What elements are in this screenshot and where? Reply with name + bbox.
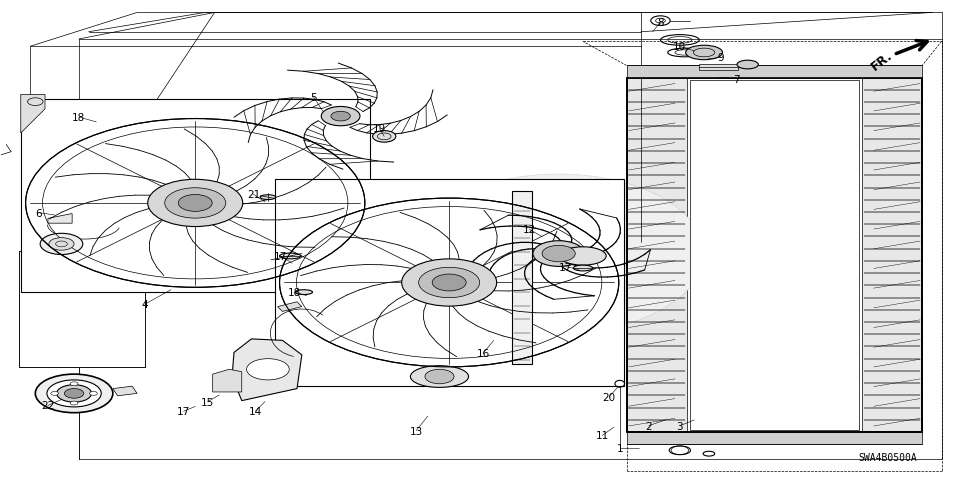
Circle shape xyxy=(64,389,84,398)
Bar xyxy=(20,100,369,292)
Circle shape xyxy=(70,382,78,386)
Circle shape xyxy=(56,385,91,402)
Circle shape xyxy=(40,234,83,255)
Polygon shape xyxy=(48,214,72,224)
Text: 6: 6 xyxy=(35,208,42,218)
Ellipse shape xyxy=(295,290,313,295)
Circle shape xyxy=(372,131,396,143)
Circle shape xyxy=(47,380,101,407)
Circle shape xyxy=(419,268,480,298)
Bar xyxy=(275,180,624,386)
Ellipse shape xyxy=(573,266,593,272)
Circle shape xyxy=(35,374,113,413)
Circle shape xyxy=(89,392,97,395)
Polygon shape xyxy=(278,302,302,312)
Circle shape xyxy=(401,259,497,306)
Bar xyxy=(627,78,686,432)
Text: 12: 12 xyxy=(523,225,537,235)
Circle shape xyxy=(178,195,212,212)
Text: 17: 17 xyxy=(559,262,573,272)
Circle shape xyxy=(70,401,78,405)
Ellipse shape xyxy=(260,196,276,200)
Bar xyxy=(18,252,145,367)
Text: 9: 9 xyxy=(717,53,724,63)
Text: 18: 18 xyxy=(72,113,86,123)
Ellipse shape xyxy=(560,247,607,266)
Ellipse shape xyxy=(410,366,469,388)
Bar xyxy=(862,78,922,432)
Polygon shape xyxy=(699,65,738,71)
Bar xyxy=(689,81,859,430)
Text: 14: 14 xyxy=(249,407,261,416)
Circle shape xyxy=(51,392,58,395)
Circle shape xyxy=(247,359,290,380)
Text: 5: 5 xyxy=(310,92,317,103)
Text: 18: 18 xyxy=(288,287,300,298)
Text: 1: 1 xyxy=(616,443,623,453)
Text: 19: 19 xyxy=(372,124,386,134)
Circle shape xyxy=(49,238,74,251)
Polygon shape xyxy=(20,95,45,134)
Text: SWA4B0500A: SWA4B0500A xyxy=(858,453,918,462)
Polygon shape xyxy=(113,386,137,396)
Text: 3: 3 xyxy=(677,421,683,431)
Circle shape xyxy=(148,180,243,227)
Text: 15: 15 xyxy=(201,397,215,407)
Circle shape xyxy=(542,246,575,262)
Text: 2: 2 xyxy=(645,421,652,431)
Text: 17: 17 xyxy=(274,252,287,261)
Text: 16: 16 xyxy=(476,348,490,359)
Text: FR.: FR. xyxy=(868,48,894,73)
Ellipse shape xyxy=(413,175,704,333)
Text: 8: 8 xyxy=(657,18,664,28)
Ellipse shape xyxy=(280,254,301,259)
Bar xyxy=(627,66,922,78)
Text: 4: 4 xyxy=(142,300,148,310)
Text: 13: 13 xyxy=(409,425,423,436)
Text: 10: 10 xyxy=(674,42,686,52)
Circle shape xyxy=(321,107,360,126)
Text: 7: 7 xyxy=(733,75,740,84)
Text: 20: 20 xyxy=(603,392,615,402)
Circle shape xyxy=(533,241,584,267)
Text: 21: 21 xyxy=(247,190,260,200)
Circle shape xyxy=(330,112,350,121)
Circle shape xyxy=(425,369,454,384)
Text: 22: 22 xyxy=(41,401,54,410)
Polygon shape xyxy=(213,369,242,392)
Bar xyxy=(627,432,922,444)
Ellipse shape xyxy=(737,61,758,70)
Circle shape xyxy=(164,188,226,219)
Polygon shape xyxy=(232,339,302,401)
Circle shape xyxy=(433,274,467,291)
Text: 11: 11 xyxy=(596,430,608,440)
Bar xyxy=(512,192,532,365)
Ellipse shape xyxy=(685,46,722,60)
Text: 17: 17 xyxy=(177,407,191,416)
